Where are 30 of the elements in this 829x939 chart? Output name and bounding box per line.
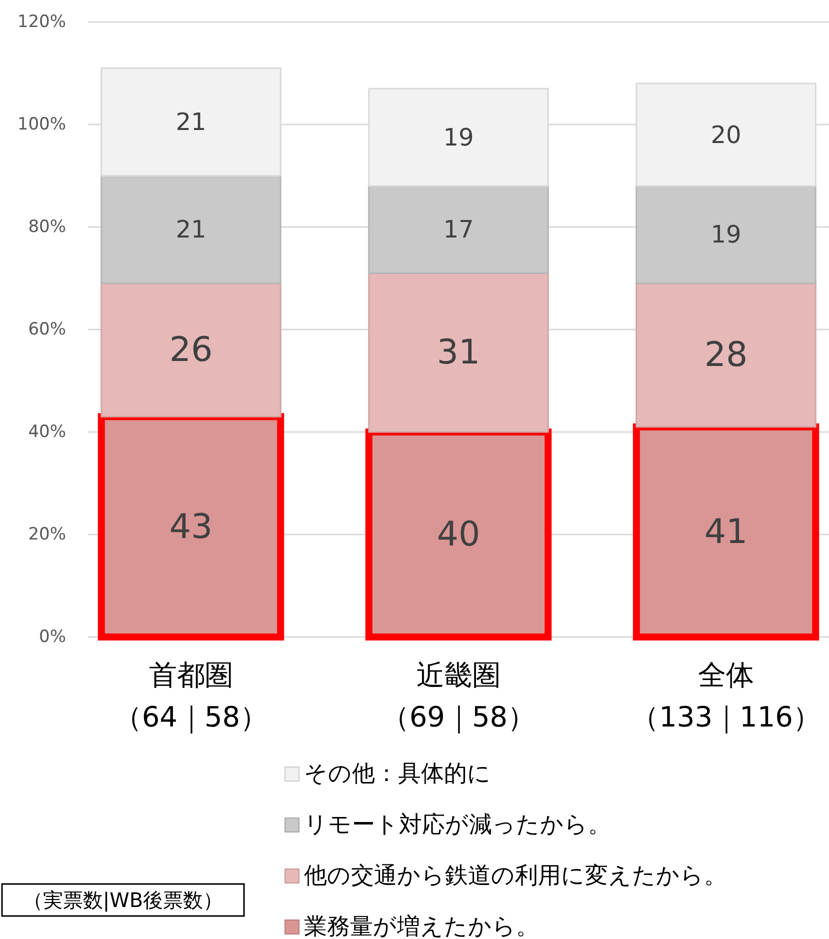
x-tick-label: 首都圏（64｜58） xyxy=(114,658,268,734)
y-tick-label: 100% xyxy=(17,114,66,134)
data-label: 20 xyxy=(710,120,742,149)
data-label: 31 xyxy=(436,332,480,373)
data-label: 21 xyxy=(176,108,206,136)
bar xyxy=(368,185,549,274)
legend-label: 他の交通から鉄道の利用に変えたから。 xyxy=(304,863,727,889)
data-label: 21 xyxy=(176,216,206,244)
data-label: 26 xyxy=(169,330,213,370)
y-tick-label: 60% xyxy=(28,320,66,340)
legend-label: 業務量が増えたから。 xyxy=(304,914,539,939)
legend-label: リモート対応が減ったから。 xyxy=(304,812,611,838)
bar xyxy=(636,185,816,284)
y-tick-label: 120% xyxy=(17,12,66,32)
y-tick-label: 20% xyxy=(28,524,66,544)
y-tick-label: 40% xyxy=(28,422,66,442)
data-label: 17 xyxy=(443,216,474,244)
data-label: 43 xyxy=(169,506,213,547)
data-label: 19 xyxy=(710,220,742,249)
legend-label: その他：具体的に xyxy=(304,761,491,787)
data-label: 41 xyxy=(704,512,748,552)
bar xyxy=(100,175,282,284)
x-tick-label: 全体（133｜116） xyxy=(631,658,821,734)
x-tick-label: 近畿圏（69｜58） xyxy=(381,658,536,734)
data-label: 40 xyxy=(436,514,480,554)
data-label: 19 xyxy=(443,123,474,152)
text: （実票数|WB後票数） xyxy=(22,888,224,912)
y-tick-label: 0% xyxy=(39,627,66,647)
y-tick-label: 80% xyxy=(28,217,66,237)
data-label: 28 xyxy=(704,335,748,376)
